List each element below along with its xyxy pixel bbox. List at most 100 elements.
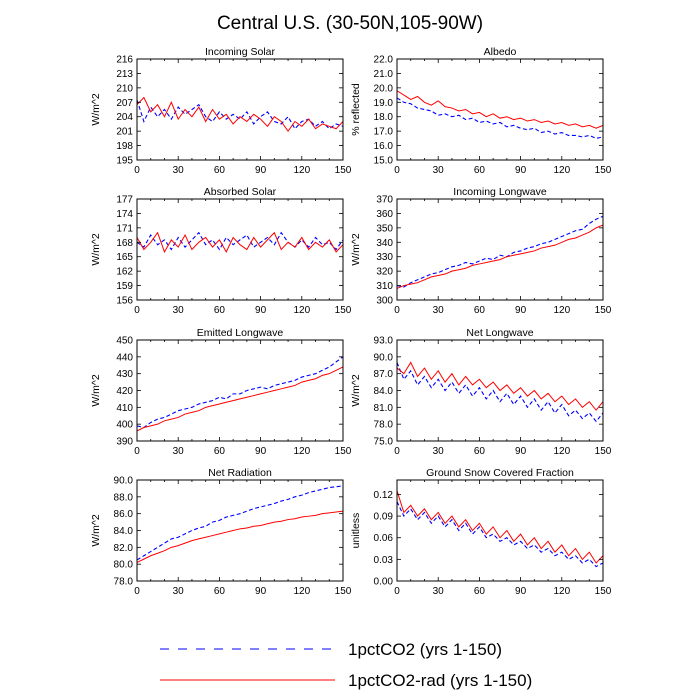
x-tick-label: 150 (595, 586, 612, 597)
y-tick-label: 0.09 (374, 512, 394, 523)
y-axis-label: W/m^2 (90, 93, 102, 126)
x-tick-label: 150 (595, 305, 612, 316)
y-tick-label: 0.00 (374, 577, 394, 588)
figure-title: Central U.S. (30-50N,105-90W) (217, 13, 483, 34)
x-tick-label: 150 (335, 165, 352, 176)
y-tick-label: 210 (116, 83, 133, 94)
y-tick-label: 16.0 (374, 141, 394, 152)
y-tick-label: 78.0 (374, 420, 394, 431)
panel-absorbed-solar: Absorbed Solar 0 30 60 90 120 150 156 159 162 165 1… (90, 186, 352, 316)
plot-frame (396, 58, 604, 161)
x-tick-label: 90 (255, 586, 267, 597)
series-line-1pctco2-rad (136, 366, 344, 432)
legend-label: 1pctCO2-rad (yrs 1-150) (348, 671, 532, 690)
y-axis-label: W/m^2 (90, 233, 102, 266)
panel-emitted-longwave: Emitted Longwave 0 30 60 90 120 150 390 400 410 42… (90, 327, 352, 457)
y-tick-label: 15.0 (374, 156, 394, 167)
panel-ground-snow-covered-fraction: Ground Snow Covered Fraction 0 30 60 90 120 15… (350, 467, 612, 597)
x-tick-label: 60 (214, 305, 226, 316)
y-tick-label: 216 (116, 55, 133, 66)
x-tick-label: 60 (474, 305, 486, 316)
series-line-1pctco2-rad (396, 90, 604, 129)
y-axis-label: W/m^2 (350, 374, 362, 407)
x-tick-label: 0 (394, 586, 400, 597)
y-tick-label: 90.0 (374, 352, 394, 363)
x-tick-label: 30 (433, 586, 445, 597)
y-tick-label: 300 (376, 296, 393, 307)
y-tick-label: 0.03 (374, 555, 394, 566)
y-tick-label: 0.12 (374, 490, 394, 501)
legend: 1pctCO2 (yrs 1-150) 1pctCO2-rad (yrs 1-15… (160, 640, 532, 690)
x-tick-label: 60 (214, 586, 226, 597)
y-tick-label: 156 (116, 296, 133, 307)
series-line-1pctco2 (136, 485, 344, 561)
y-axis-label: W/m^2 (350, 233, 362, 266)
y-tick-label: 400 (116, 420, 133, 431)
plot-frame (136, 339, 344, 442)
y-axis-label: W/m^2 (90, 514, 102, 547)
x-tick-label: 150 (335, 305, 352, 316)
x-tick-label: 60 (474, 586, 486, 597)
y-tick-label: 310 (376, 281, 393, 292)
y-tick-label: 21.0 (374, 69, 394, 80)
x-tick-label: 60 (214, 165, 226, 176)
panel-title: Net Longwave (466, 327, 533, 339)
y-tick-label: 90.0 (114, 476, 134, 487)
y-tick-label: 450 (116, 336, 133, 347)
x-tick-label: 30 (173, 165, 185, 176)
y-tick-label: 168 (116, 238, 133, 249)
y-tick-label: 165 (116, 252, 133, 263)
panel-title: Incoming Longwave (453, 186, 547, 198)
y-axis-label: % reflected (350, 83, 362, 136)
y-tick-label: 159 (116, 281, 133, 292)
x-tick-label: 90 (255, 165, 267, 176)
series-line-1pctco2 (136, 231, 344, 251)
series-line-1pctco2 (396, 215, 604, 288)
y-tick-label: 75.0 (374, 437, 394, 448)
x-tick-label: 90 (515, 586, 527, 597)
y-tick-label: 84.0 (374, 386, 394, 397)
plot-frame (396, 479, 604, 582)
x-tick-label: 120 (553, 586, 570, 597)
x-tick-label: 30 (433, 165, 445, 176)
x-tick-label: 0 (394, 165, 400, 176)
y-tick-label: 430 (116, 369, 133, 380)
x-tick-label: 60 (474, 165, 486, 176)
panel-title: Net Radiation (208, 467, 272, 479)
x-tick-label: 30 (433, 305, 445, 316)
x-tick-label: 30 (173, 586, 185, 597)
x-tick-label: 0 (394, 446, 400, 457)
x-tick-label: 90 (515, 446, 527, 457)
x-tick-label: 30 (173, 446, 185, 457)
y-tick-label: 207 (116, 98, 133, 109)
y-tick-label: 20.0 (374, 83, 394, 94)
series-line-1pctco2-rad (396, 224, 604, 289)
x-tick-label: 150 (595, 446, 612, 457)
series-line-1pctco2-rad (136, 231, 344, 254)
y-tick-label: 93.0 (374, 336, 394, 347)
y-tick-label: 162 (116, 267, 133, 278)
x-tick-label: 120 (293, 305, 310, 316)
y-tick-label: 174 (116, 209, 133, 220)
y-tick-label: 82.0 (114, 543, 134, 554)
series-line-1pctco2 (396, 97, 604, 139)
y-tick-label: 177 (116, 195, 133, 206)
x-tick-label: 150 (335, 446, 352, 457)
y-tick-label: 195 (116, 156, 133, 167)
panel-title: Absorbed Solar (204, 186, 277, 198)
x-tick-label: 0 (134, 446, 140, 457)
y-tick-label: 17.0 (374, 127, 394, 138)
y-tick-label: 81.0 (374, 403, 394, 414)
y-tick-label: 340 (376, 238, 393, 249)
x-tick-label: 150 (595, 165, 612, 176)
y-tick-label: 320 (376, 267, 393, 278)
panel-incoming-longwave: Incoming Longwave 0 30 60 90 120 150 300 310 320 3… (350, 186, 612, 316)
panel-net-longwave: Net Longwave 0 30 60 90 120 150 75.0 78.0 81.0 84.… (350, 327, 612, 457)
x-tick-label: 150 (335, 586, 352, 597)
series-line-1pctco2 (136, 356, 344, 429)
y-tick-label: 390 (116, 437, 133, 448)
y-tick-label: 198 (116, 141, 133, 152)
series-line-1pctco2-rad (396, 361, 604, 411)
y-tick-label: 350 (376, 223, 393, 234)
